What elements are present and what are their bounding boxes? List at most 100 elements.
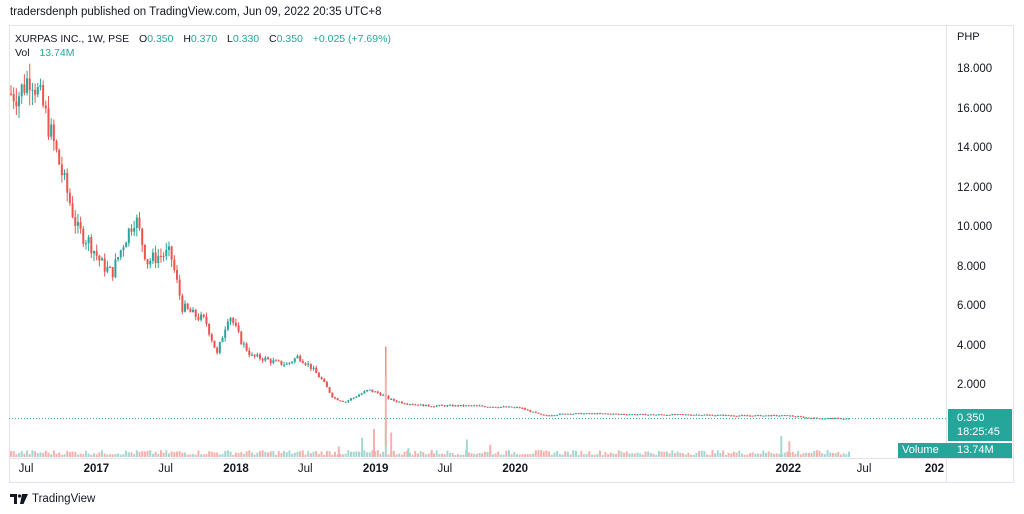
volume-bar xyxy=(288,450,291,457)
volume-bar xyxy=(109,454,112,457)
volume-bar xyxy=(315,451,318,457)
candle-body xyxy=(813,417,816,419)
candle-body xyxy=(467,405,470,407)
volume-spike-bar xyxy=(489,444,492,457)
volume-bar xyxy=(323,454,326,457)
candle-body xyxy=(647,414,650,416)
volume-bar xyxy=(513,452,516,457)
volume-bar xyxy=(250,452,253,457)
volume-bar xyxy=(320,451,323,457)
candle-body xyxy=(716,414,719,416)
volume-bar xyxy=(700,450,703,457)
symbol-name[interactable]: XURPAS INC., 1W, PSE xyxy=(15,33,130,45)
x-tick-label: 202 xyxy=(924,463,944,475)
volume-bar xyxy=(205,453,208,457)
candle-body xyxy=(347,400,350,402)
candle-body xyxy=(633,414,636,416)
candle-body xyxy=(735,415,738,417)
candle-body xyxy=(127,228,130,243)
candle-body xyxy=(42,85,45,106)
volume-bar xyxy=(143,451,146,457)
volume-bar xyxy=(845,454,848,457)
volume-bar xyxy=(687,452,690,457)
candle-body xyxy=(355,396,358,398)
open-value: 0.350 xyxy=(147,33,174,45)
candle-body xyxy=(507,406,510,408)
volume-bar xyxy=(564,451,567,457)
volume-bar xyxy=(272,451,275,457)
volume-bar xyxy=(10,451,12,457)
volume-bar xyxy=(647,451,650,457)
candle-body xyxy=(277,360,280,362)
candle-body xyxy=(537,412,540,414)
candle-body xyxy=(714,415,717,417)
volume-bar xyxy=(722,450,725,457)
candle-body xyxy=(98,255,101,261)
volume-bar xyxy=(778,454,781,457)
candle-body xyxy=(36,87,39,95)
volume-bar xyxy=(371,450,374,457)
candle-body xyxy=(748,415,751,417)
volume-bar xyxy=(141,451,144,457)
volume-label[interactable]: Vol xyxy=(15,47,30,59)
low-value: 0.330 xyxy=(232,33,260,45)
candle-body xyxy=(655,414,658,416)
candle-body xyxy=(473,405,476,407)
volume-bar xyxy=(175,451,178,457)
volume-bar xyxy=(842,453,845,457)
candle-body xyxy=(663,414,666,416)
candle-body xyxy=(773,415,776,417)
candle-body xyxy=(548,415,551,417)
candle-body xyxy=(184,303,187,312)
candle-body xyxy=(304,363,307,365)
candle-body xyxy=(253,354,256,357)
volume-bar xyxy=(55,453,58,457)
volume-bar xyxy=(641,454,644,457)
candle-body xyxy=(783,415,786,417)
volume-bar xyxy=(829,452,832,457)
volume-bar xyxy=(644,451,647,457)
volume-bar xyxy=(151,453,154,457)
volume-bar xyxy=(652,453,655,457)
volume-bar xyxy=(810,453,813,457)
candle-body xyxy=(325,381,328,388)
y-tick-label: 12.000 xyxy=(957,181,993,194)
candle-body xyxy=(802,416,805,418)
candle-body xyxy=(275,360,278,362)
candle-body xyxy=(312,367,315,369)
candle-body xyxy=(339,400,342,402)
candle-body xyxy=(379,393,382,396)
volume-bar xyxy=(663,451,666,457)
volume-spike-bar xyxy=(780,436,783,457)
candle-body xyxy=(374,391,377,393)
candle-body xyxy=(762,415,765,417)
candle-body xyxy=(615,413,618,415)
volume-bar xyxy=(553,452,556,457)
volume-bar xyxy=(826,450,829,457)
volume-bar xyxy=(698,451,701,457)
candle-body xyxy=(119,250,122,258)
volume-bar xyxy=(751,452,754,457)
volume-tag: Volume 13.74M xyxy=(898,443,1012,458)
tradingview-brand[interactable]: TradingView xyxy=(10,493,95,505)
volume-bar xyxy=(178,451,181,457)
candle-body xyxy=(475,405,478,407)
volume-bar xyxy=(84,450,87,457)
candle-body xyxy=(216,347,219,353)
candle-body xyxy=(34,89,37,95)
volume-bar xyxy=(66,450,69,457)
candle-body xyxy=(438,404,441,406)
candle-body xyxy=(392,398,395,401)
volume-bar xyxy=(684,454,687,457)
volume-bar xyxy=(414,450,417,457)
volume-bar xyxy=(307,450,310,457)
volume-bar xyxy=(620,451,623,457)
last-price-value: 0.350 xyxy=(957,412,985,424)
candle-body xyxy=(414,404,417,406)
y-tick-label: 6.000 xyxy=(957,300,986,312)
volume-bar xyxy=(719,453,722,457)
volume-bar xyxy=(518,454,521,457)
volume-bar xyxy=(762,450,765,457)
candle-body xyxy=(719,414,722,416)
